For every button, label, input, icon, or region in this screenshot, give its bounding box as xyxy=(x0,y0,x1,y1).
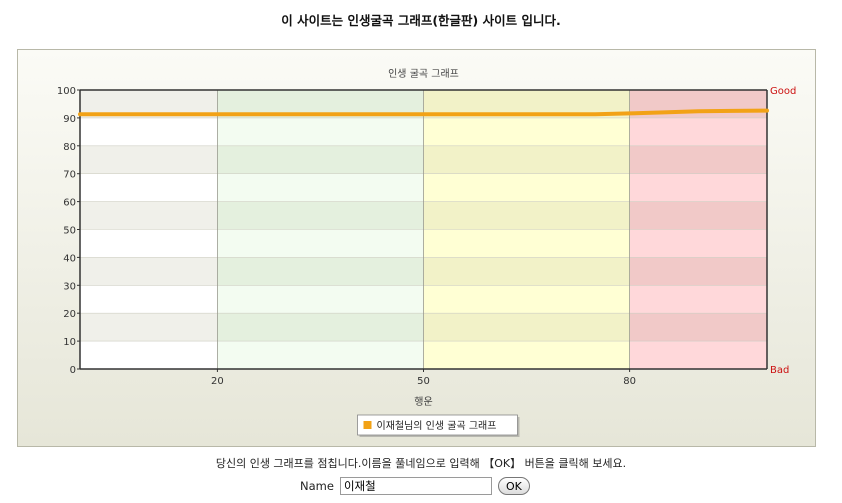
band-3-row-1 xyxy=(629,313,767,342)
band-1-row-7 xyxy=(217,145,424,174)
band-2-row-2 xyxy=(423,285,630,314)
x-axis-label: 행운 xyxy=(414,396,432,408)
band-0-row-2 xyxy=(80,285,218,314)
band-3-row-5 xyxy=(629,201,767,230)
y-tick-label-9: 90 xyxy=(63,114,76,125)
band-0-row-4 xyxy=(80,229,218,258)
y-tick-label-4: 40 xyxy=(63,253,76,264)
band-3-row-6 xyxy=(629,173,767,202)
band-2-row-3 xyxy=(423,257,630,286)
band-2-row-8 xyxy=(423,117,630,146)
band-1-row-8 xyxy=(217,117,424,146)
x-tick-label-1: 50 xyxy=(417,376,430,387)
y-tick-label-1: 10 xyxy=(63,337,76,348)
band-0-row-8 xyxy=(80,117,218,146)
band-1-row-6 xyxy=(217,173,424,202)
band-0-row-6 xyxy=(80,173,218,202)
y-tick-label-5: 50 xyxy=(63,226,76,237)
band-2-row-0 xyxy=(423,341,630,369)
band-1-row-3 xyxy=(217,257,424,286)
name-form: Name OK xyxy=(300,476,530,496)
instruction-text: 당신의 인생 그래프를 점칩니다.이름을 풀네임으로 입력해 【OK】 버튼을 … xyxy=(215,457,627,470)
y-tick-label-0: 0 xyxy=(70,365,76,376)
band-2-row-7 xyxy=(423,145,630,174)
band-2-row-6 xyxy=(423,173,630,202)
band-0-row-3 xyxy=(80,257,218,286)
name-input[interactable] xyxy=(339,477,492,495)
x-tick-label-0: 20 xyxy=(211,376,224,387)
band-3-row-7 xyxy=(629,145,767,174)
y-tick-label-7: 70 xyxy=(63,170,76,181)
band-0-row-0 xyxy=(80,341,218,369)
band-1-row-0 xyxy=(217,341,424,369)
legend-box xyxy=(357,414,518,436)
band-2-row-1 xyxy=(423,313,630,342)
band-1-row-1 xyxy=(217,313,424,342)
band-0-row-5 xyxy=(80,201,218,230)
legend-swatch xyxy=(363,421,372,429)
y-tick-label-6: 60 xyxy=(63,198,76,209)
band-3-row-4 xyxy=(629,229,767,258)
y-tick-label-10: 100 xyxy=(57,86,76,97)
page-title: 이 사이트는 인생굴곡 그래프(한글판) 사이트 입니다. xyxy=(281,13,561,28)
y-tick-label-3: 30 xyxy=(63,281,76,292)
legend-label: 이재철님의 인생 굴곡 그래프 xyxy=(377,420,497,432)
ok-button[interactable]: OK xyxy=(497,477,530,495)
x-tick-label-2: 80 xyxy=(623,376,636,387)
band-3-row-8 xyxy=(629,117,767,146)
name-label: Name xyxy=(300,479,334,493)
band-2-row-5 xyxy=(423,201,630,230)
good-label: Good xyxy=(770,86,796,97)
chart-panel: 인생 굴곡 그래프 0 10 20 30 40 50 60 70 80 90 100 20 50 80 Goo… xyxy=(17,49,816,447)
life-curve-chart: 인생 굴곡 그래프 0 10 20 30 40 50 60 70 80 90 100 20 50 80 Goo… xyxy=(57,68,796,437)
band-1-row-2 xyxy=(217,285,424,314)
series-line-0 xyxy=(78,108,769,117)
band-1-row-4 xyxy=(217,229,424,258)
bad-label: Bad xyxy=(770,365,789,376)
legend: 이재철님의 인생 굴곡 그래프 xyxy=(357,414,520,437)
y-tick-label-8: 80 xyxy=(63,142,76,153)
band-3-row-3 xyxy=(629,257,767,286)
band-0-row-7 xyxy=(80,145,218,174)
band-1-row-5 xyxy=(217,201,424,230)
band-0-row-1 xyxy=(80,313,218,342)
chart-title: 인생 굴곡 그래프 xyxy=(388,68,459,80)
band-3-row-2 xyxy=(629,285,767,314)
band-2-row-4 xyxy=(423,229,630,258)
band-3-row-0 xyxy=(629,341,767,369)
y-tick-label-2: 20 xyxy=(63,309,76,320)
